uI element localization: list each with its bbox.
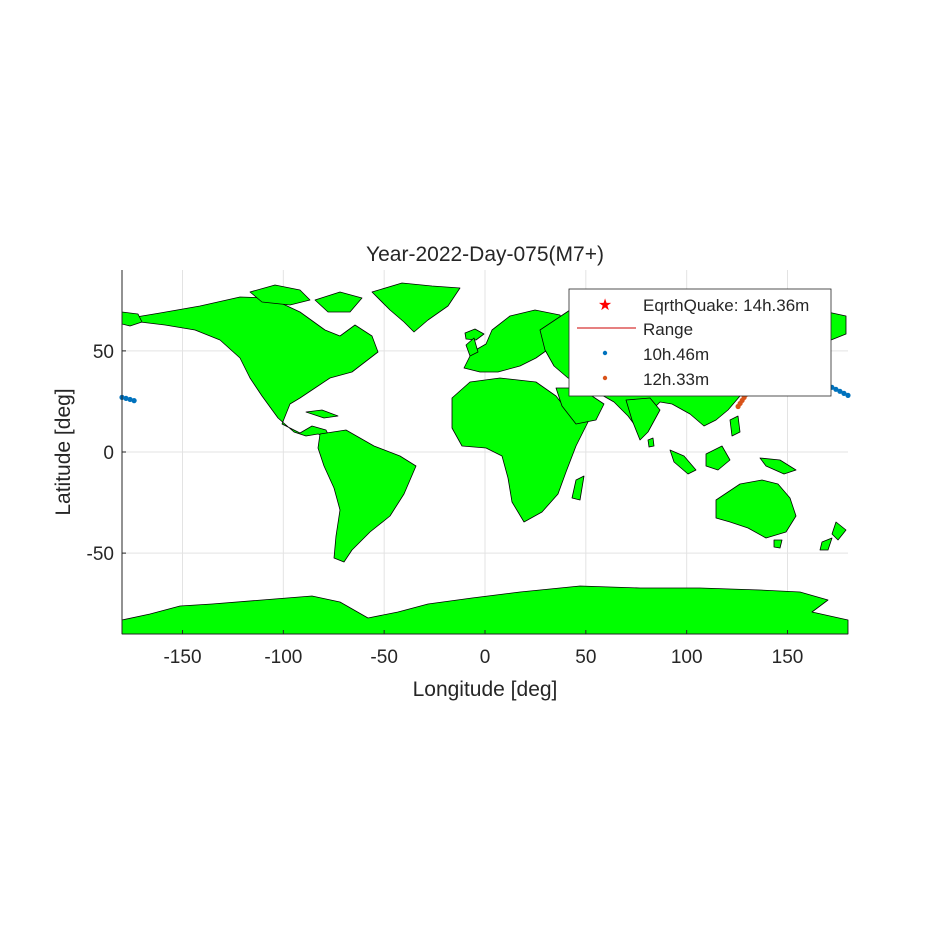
series-1-point — [123, 395, 129, 402]
legend-label-series-2: 12h.33m — [643, 370, 709, 389]
land-tasmania — [773, 539, 783, 549]
series-1-point — [131, 398, 137, 404]
x-tick-label: 100 — [671, 647, 703, 668]
land-north-america — [129, 296, 379, 439]
legend-box — [568, 288, 832, 397]
legend-label-range: Range — [643, 320, 693, 339]
x-tick-label: 50 — [575, 647, 596, 668]
x-tick-label: -50 — [370, 647, 397, 668]
land-madagascar — [571, 475, 585, 501]
land-borneo — [705, 445, 731, 471]
land-chukotka — [121, 311, 143, 327]
x-axis-label: Longitude [deg] — [413, 678, 558, 701]
series-1-point — [127, 396, 133, 403]
legend-label-earthquake: EqrthQuake: 14h.36m — [643, 296, 809, 315]
series-1-point — [833, 386, 839, 392]
legend-label-series-1: 10h.46m — [643, 345, 709, 364]
land-new-zealand-south — [819, 537, 833, 551]
axes — [121, 270, 848, 635]
land-philippines — [729, 415, 741, 437]
legend-marker-series-2 — [602, 375, 608, 381]
land-south-america — [317, 429, 417, 563]
chart-title: Year-2022-Day-075(M7+) — [366, 243, 604, 266]
land-iceland — [464, 328, 485, 341]
series-1-point — [845, 392, 851, 398]
land-arctic-islands — [249, 284, 311, 306]
tick-labels: -150 -100 -50 0 50 100 150 -50 0 50 — [87, 342, 804, 668]
land-india — [625, 397, 661, 441]
legend: ★ EqrthQuake: 14h.36m Range 10h.46m 12h.… — [568, 288, 832, 397]
land-arctic-islands-2 — [314, 291, 363, 313]
x-tick-label: 0 — [480, 647, 491, 668]
y-tick-label: 0 — [103, 443, 114, 464]
land-cuba — [305, 409, 339, 419]
land-greenland — [371, 282, 461, 333]
y-axis-label: Latitude [deg] — [52, 388, 75, 515]
land-australia — [715, 479, 797, 539]
y-tick-label: 50 — [93, 342, 114, 363]
x-tick-label: 150 — [772, 647, 804, 668]
legend-marker-series-1 — [602, 350, 608, 356]
y-tick-label: -50 — [87, 544, 114, 565]
land-new-guinea — [759, 457, 797, 475]
x-tick-label: -150 — [163, 647, 201, 668]
land-sri-lanka — [647, 437, 655, 448]
land-new-zealand — [831, 521, 847, 541]
series-1-point — [841, 390, 847, 396]
x-tick-label: -100 — [264, 647, 302, 668]
series-1-point — [837, 388, 843, 394]
land-britain — [465, 337, 479, 357]
land-africa — [451, 377, 589, 523]
land-antarctica — [121, 585, 849, 635]
legend-marker-star: ★ — [598, 297, 612, 314]
land-sumatra — [669, 449, 697, 475]
